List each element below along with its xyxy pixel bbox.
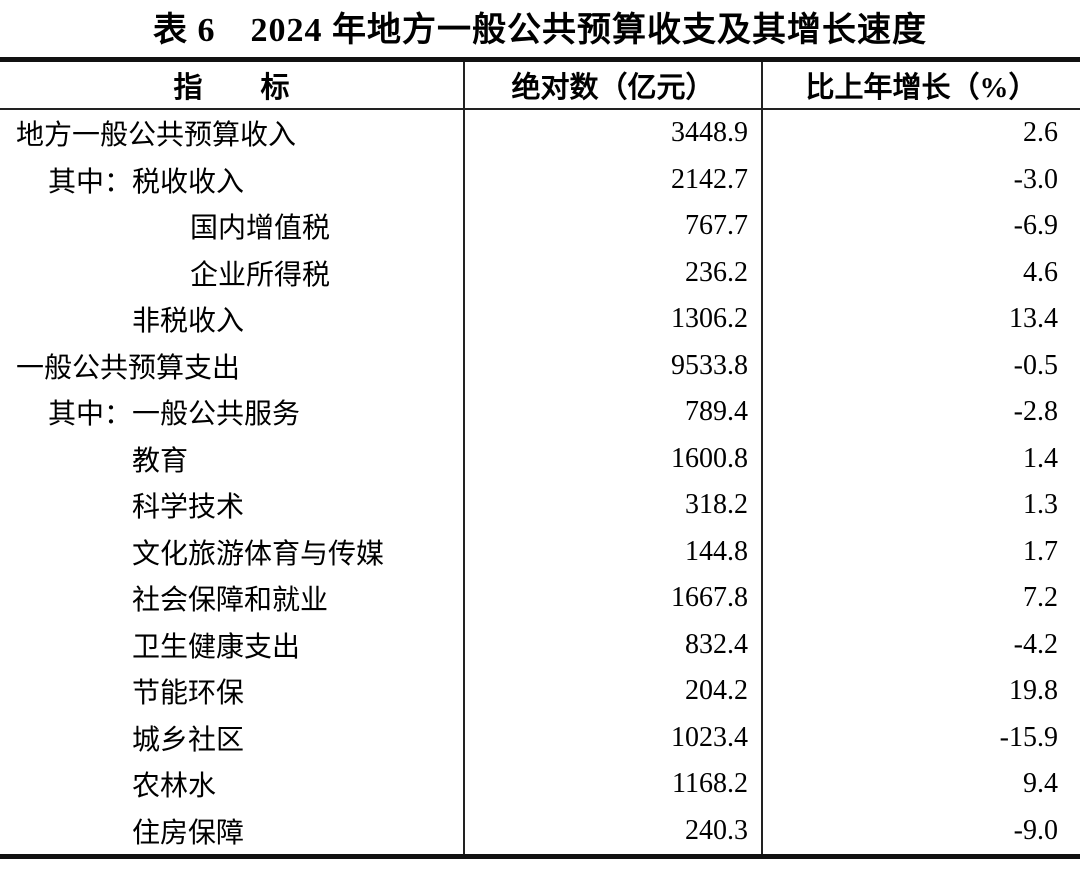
absolute-value-cell: 9533.8	[465, 342, 763, 389]
absolute-value-cell: 1306.2	[465, 296, 763, 343]
absolute-value-cell: 767.7	[465, 203, 763, 250]
growth-rate-cell: -0.5	[1013, 349, 1058, 381]
absolute-value-cell: 1168.2	[465, 761, 763, 808]
absolute-value-cell: 2142.7	[465, 156, 763, 203]
absolute-value-cell: 144.8	[465, 528, 763, 575]
table-row: 农林水 1168.2 9.4	[0, 761, 1080, 808]
absolute-value-cell: 1667.8	[465, 575, 763, 622]
growth-rate-cell: -2.8	[1013, 396, 1058, 428]
indicator-cell: 非税收入	[0, 296, 465, 343]
indicator-cell: 其中：税收收入	[0, 156, 465, 203]
table-row: 城乡社区 1023.4 -15.9	[0, 714, 1080, 761]
growth-rate-cell: 1.7	[1023, 535, 1058, 567]
growth-rate-cell: 19.8	[1009, 675, 1058, 707]
absolute-value-cell: 318.2	[465, 482, 763, 529]
table-row: 教育 1600.8 1.4	[0, 435, 1080, 482]
indicator-cell: 社会保障和就业	[0, 575, 465, 622]
growth-rate-cell: 13.4	[1009, 303, 1058, 335]
table-row: 住房保障 240.3 -9.0	[0, 807, 1080, 854]
growth-rate-cell: -4.2	[1013, 628, 1058, 660]
table-row: 国内增值税 767.7 -6.9	[0, 203, 1080, 250]
indicator-cell: 科学技术	[0, 482, 465, 529]
growth-rate-cell: 4.6	[1023, 256, 1058, 288]
growth-rate-cell: -9.0	[1013, 814, 1058, 846]
indicator-cell: 教育	[0, 435, 465, 482]
indicator-cell: 城乡社区	[0, 714, 465, 761]
absolute-value-cell: 1023.4	[465, 714, 763, 761]
growth-rate-cell: 1.3	[1023, 489, 1058, 521]
table-row: 一般公共预算支出 9533.8 -0.5	[0, 342, 1080, 389]
header-indicator: 指 标	[0, 62, 465, 108]
indicator-cell: 住房保障	[0, 807, 465, 854]
indicator-cell: 国内增值税	[0, 203, 465, 250]
growth-rate-cell: -6.9	[1013, 210, 1058, 242]
header-absolute-value: 绝对数（亿元）	[465, 62, 763, 108]
growth-rate-cell: 7.2	[1023, 582, 1058, 614]
table-row: 卫生健康支出 832.4 -4.2	[0, 621, 1080, 668]
growth-rate-cell: 9.4	[1023, 768, 1058, 800]
table-header-row: 指 标 绝对数（亿元） 比上年增长（%）	[0, 62, 1080, 110]
absolute-value-cell: 3448.9	[465, 110, 763, 157]
absolute-value-cell: 204.2	[465, 668, 763, 715]
table-row: 企业所得税 236.2 4.6	[0, 249, 1080, 296]
growth-rate-cell: -15.9	[999, 721, 1058, 753]
growth-rate-cell: -3.0	[1013, 163, 1058, 195]
budget-table: 指 标 绝对数（亿元） 比上年增长（%） 地方一般公共预算收入 3448.9 2…	[0, 57, 1080, 859]
indicator-cell: 节能环保	[0, 668, 465, 715]
absolute-value-cell: 832.4	[465, 621, 763, 668]
table-row: 地方一般公共预算收入 3448.9 2.6	[0, 110, 1080, 157]
indicator-cell: 一般公共预算支出	[0, 342, 465, 389]
growth-rate-cell: 1.4	[1023, 442, 1058, 474]
absolute-value-cell: 240.3	[465, 807, 763, 854]
table-row: 社会保障和就业 1667.8 7.2	[0, 575, 1080, 622]
growth-rate-cell: 2.6	[1023, 117, 1058, 149]
absolute-value-cell: 236.2	[465, 249, 763, 296]
absolute-value-cell: 789.4	[465, 389, 763, 436]
table-row: 非税收入 1306.2 13.4	[0, 296, 1080, 343]
indicator-cell: 农林水	[0, 761, 465, 808]
table-row: 科学技术 318.2 1.3	[0, 482, 1080, 529]
absolute-value-cell: 1600.8	[465, 435, 763, 482]
header-growth-rate: 比上年增长（%）	[805, 72, 1038, 104]
indicator-cell: 卫生健康支出	[0, 621, 465, 668]
indicator-cell: 其中：一般公共服务	[0, 389, 465, 436]
indicator-cell: 地方一般公共预算收入	[0, 110, 465, 157]
table-row: 节能环保 204.2 19.8	[0, 668, 1080, 715]
indicator-cell: 企业所得税	[0, 249, 465, 296]
table-row: 文化旅游体育与传媒 144.8 1.7	[0, 528, 1080, 575]
table-row: 其中：一般公共服务 789.4 -2.8	[0, 389, 1080, 436]
indicator-cell: 文化旅游体育与传媒	[0, 528, 465, 575]
table-row: 其中：税收收入 2142.7 -3.0	[0, 156, 1080, 203]
table-title: 表 6 2024 年地方一般公共预算收支及其增长速度	[153, 12, 927, 49]
